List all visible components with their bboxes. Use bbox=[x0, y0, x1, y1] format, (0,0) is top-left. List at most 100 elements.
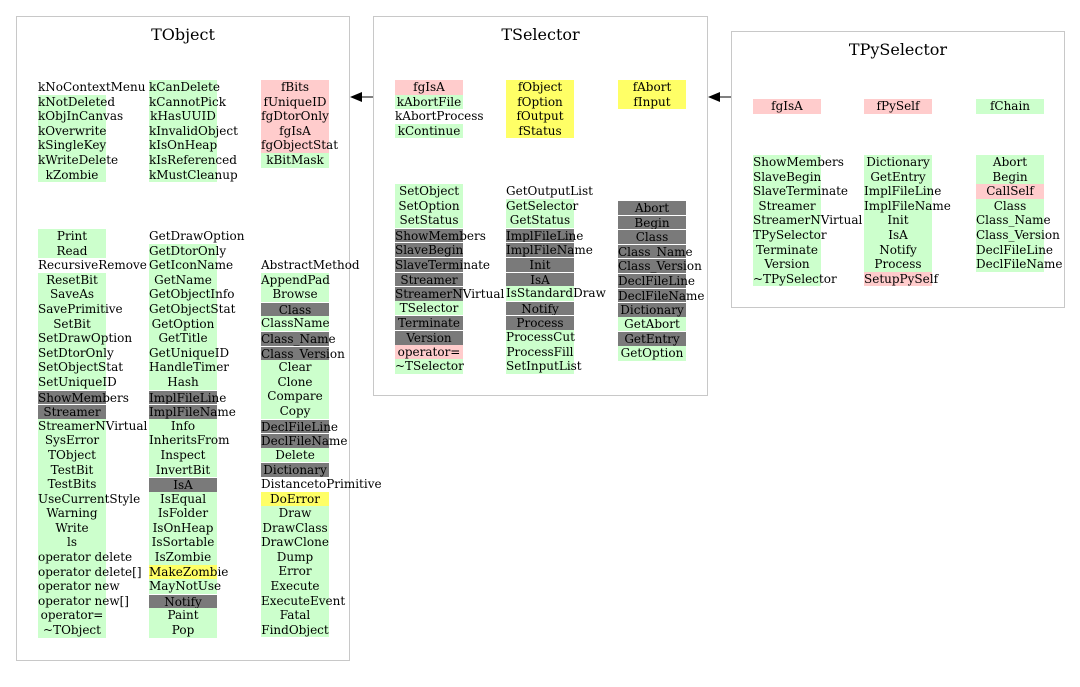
member-cell: operator new[] bbox=[38, 593, 129, 609]
member-cell: Version bbox=[395, 329, 463, 345]
member-cell: IsZombie bbox=[149, 550, 217, 565]
member-cell: SysError bbox=[38, 433, 106, 448]
member-cell: kCanDelete bbox=[149, 80, 220, 95]
member-cell: MayNotUse bbox=[149, 579, 222, 594]
member-cell: SlaveTerminate bbox=[753, 184, 849, 199]
member-cell: Copy bbox=[261, 403, 329, 419]
member-cell: DeclFileName bbox=[618, 287, 705, 303]
member-cell: fObject bbox=[506, 80, 574, 95]
member-cell: TestBits bbox=[38, 477, 106, 492]
member-cell: Read bbox=[38, 243, 106, 259]
member-cell: fPySelf bbox=[864, 99, 932, 114]
member-cell: SetupPySelf bbox=[864, 271, 939, 287]
member-cell: kNotDeleted bbox=[38, 94, 116, 110]
member-cell: Dictionary bbox=[864, 155, 932, 170]
member-cell: SlaveBegin bbox=[753, 169, 822, 185]
member-cell: Init bbox=[506, 256, 574, 272]
member-cell: DrawClone bbox=[261, 535, 329, 550]
member-cell: SetDtorOnly bbox=[38, 345, 114, 361]
member-cell: HandleTimer bbox=[149, 360, 230, 375]
member-cell: DeclFileLine bbox=[976, 242, 1054, 258]
member-cell: AbstractMethod bbox=[261, 258, 360, 272]
member-cell: fInput bbox=[618, 94, 686, 110]
member-cell: DoError bbox=[261, 491, 329, 507]
member-cell: SetDrawOption bbox=[38, 331, 133, 346]
class-title-tobject: TObject bbox=[151, 25, 215, 44]
member-cell: kSingleKey bbox=[38, 138, 107, 153]
member-cell: DeclFileLine bbox=[618, 272, 696, 288]
member-cell: ExecuteEvent bbox=[261, 593, 346, 609]
member-cell: Version bbox=[753, 257, 821, 272]
member-cell: ImplFileLine bbox=[864, 184, 942, 199]
member-cell: Paint bbox=[149, 608, 217, 624]
member-cell: GetEntry bbox=[618, 331, 686, 346]
member-cell: ~TSelector bbox=[395, 359, 464, 374]
member-cell: Class bbox=[976, 198, 1044, 214]
member-cell: Dictionary bbox=[618, 302, 686, 317]
member-cell: InheritsFrom bbox=[149, 433, 230, 448]
member-cell: Print bbox=[38, 229, 106, 244]
member-cell: Info bbox=[149, 418, 217, 434]
member-cell: kWriteDelete bbox=[38, 152, 119, 168]
member-cell: fAbort bbox=[618, 80, 686, 95]
member-cell: Notify bbox=[149, 593, 217, 609]
tselector-enum-col-1: fgIsA kAbortFile kAbortProcess kContinue bbox=[395, 80, 484, 139]
member-cell: kOverwrite bbox=[38, 123, 107, 139]
member-cell: Class_Version bbox=[618, 258, 702, 274]
member-cell: Class_Name bbox=[261, 330, 336, 346]
member-cell: StreamerNVirtual bbox=[395, 286, 505, 302]
member-cell: kIsOnHeap bbox=[149, 138, 218, 153]
member-cell: IsFolder bbox=[149, 506, 217, 521]
member-cell: IsOnHeap bbox=[149, 520, 217, 536]
member-cell: CallSelf bbox=[976, 184, 1044, 199]
member-cell: TSelector bbox=[395, 300, 463, 316]
member-cell: kIsReferenced bbox=[149, 152, 237, 168]
member-cell: fBits bbox=[261, 80, 329, 95]
member-cell: StreamerNVirtual bbox=[753, 213, 863, 228]
member-cell: FindObject bbox=[261, 622, 329, 638]
member-cell: Dictionary bbox=[261, 462, 329, 477]
member-cell: IsA bbox=[149, 477, 217, 492]
member-cell: ImplFileName bbox=[864, 198, 951, 214]
member-cell: IsSortable bbox=[149, 535, 217, 551]
member-cell: Hash bbox=[149, 374, 217, 390]
member-cell: ImplFileLine bbox=[149, 389, 227, 405]
member-cell: Terminate bbox=[395, 315, 463, 330]
member-cell: Dump bbox=[261, 549, 329, 565]
member-cell: fUniqueID bbox=[261, 94, 329, 110]
class-box-tobject: TObject kNoContextMenu kNotDeleted kObjInC… bbox=[16, 16, 382, 661]
member-cell: DrawClass bbox=[261, 520, 329, 536]
member-cell: GetUniqueID bbox=[149, 345, 230, 361]
class-title-tselector: TSelector bbox=[501, 25, 580, 44]
member-cell: ImplFileName bbox=[149, 404, 236, 420]
member-cell: GetTitle bbox=[149, 331, 217, 346]
member-cell: ShowMembers bbox=[395, 227, 486, 243]
tpyselector-method-col-3: Abort Begin CallSelf Class Class_Name Class_V… bbox=[976, 155, 1063, 272]
member-cell: GetIconName bbox=[149, 258, 234, 273]
member-cell: fgIsA bbox=[753, 99, 821, 114]
member-cell: fgDtorOnly bbox=[261, 109, 329, 124]
member-cell: Error bbox=[261, 564, 329, 580]
member-cell: ProcessCut bbox=[506, 329, 575, 345]
member-cell: SaveAs bbox=[38, 287, 106, 302]
member-cell: Class bbox=[618, 229, 686, 244]
member-cell: operator delete bbox=[38, 550, 133, 565]
member-cell: operator= bbox=[395, 344, 463, 360]
tobject-enum-col-2: kCanDelete kCannotPick kHasUUID kInvalidObj… bbox=[149, 80, 238, 183]
member-cell: SetObjectStat bbox=[38, 360, 124, 375]
member-cell: ImplFileName bbox=[506, 242, 593, 258]
member-cell: SetUniqueID bbox=[38, 374, 117, 390]
tobject-method-col-3: AbstractMethod AppendPad Browse Class ClassN… bbox=[261, 258, 382, 638]
member-cell: Begin bbox=[976, 169, 1044, 185]
member-cell: TPySelector bbox=[753, 227, 827, 243]
member-cell: Class bbox=[261, 301, 329, 317]
member-cell: ShowMembers bbox=[38, 389, 129, 405]
member-cell: GetDtorOnly bbox=[149, 243, 227, 259]
member-cell: ImplFileLine bbox=[506, 227, 584, 243]
class-box-tselector: TSelector fgIsA kAbortFile kAbortProcess kC… bbox=[373, 16, 708, 396]
member-cell: DistancetoPrimitive bbox=[261, 476, 382, 491]
member-cell: operator delete[] bbox=[38, 564, 142, 580]
member-cell: DeclFileLine bbox=[261, 418, 339, 434]
member-cell: ~TObject bbox=[38, 623, 106, 638]
tselector-method-col-3: Abort Begin Class Class_Name Class_Version De… bbox=[618, 200, 705, 361]
